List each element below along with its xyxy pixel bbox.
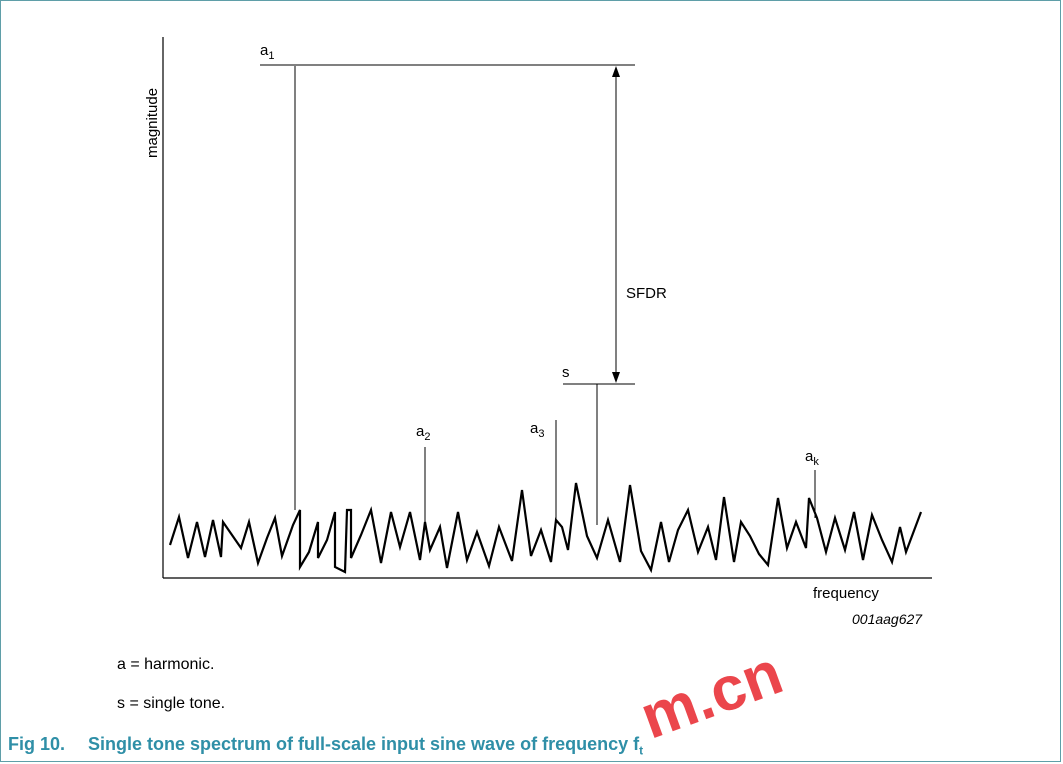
caption-number: Fig 10. (8, 734, 66, 754)
caption-text: Single tone spectrum of full-scale input… (88, 734, 640, 754)
caption-subscript: t (639, 743, 644, 758)
sfdr-label: SFDR (626, 285, 667, 302)
figure-code: 001aag627 (852, 611, 923, 627)
watermark-text: m.cn (632, 638, 792, 752)
a3-label: a3 (530, 420, 544, 440)
ak-label: ak (805, 448, 819, 468)
s-label: s (562, 364, 570, 381)
noise-floor-trace (168, 482, 923, 574)
a2-label: a2 (416, 423, 430, 443)
figure-caption: Fig 10. Single tone spectrum of full-scal… (8, 734, 643, 758)
sfdr-arrow-bottom (612, 372, 620, 383)
y-axis-label: magnitude (144, 88, 161, 158)
sfdr-arrow-top (612, 66, 620, 77)
note-single-tone: s = single tone. (117, 695, 226, 712)
a1-label: a1 (260, 42, 274, 62)
note-harmonic: a = harmonic. (117, 656, 215, 673)
x-axis-label: frequency (813, 585, 879, 602)
